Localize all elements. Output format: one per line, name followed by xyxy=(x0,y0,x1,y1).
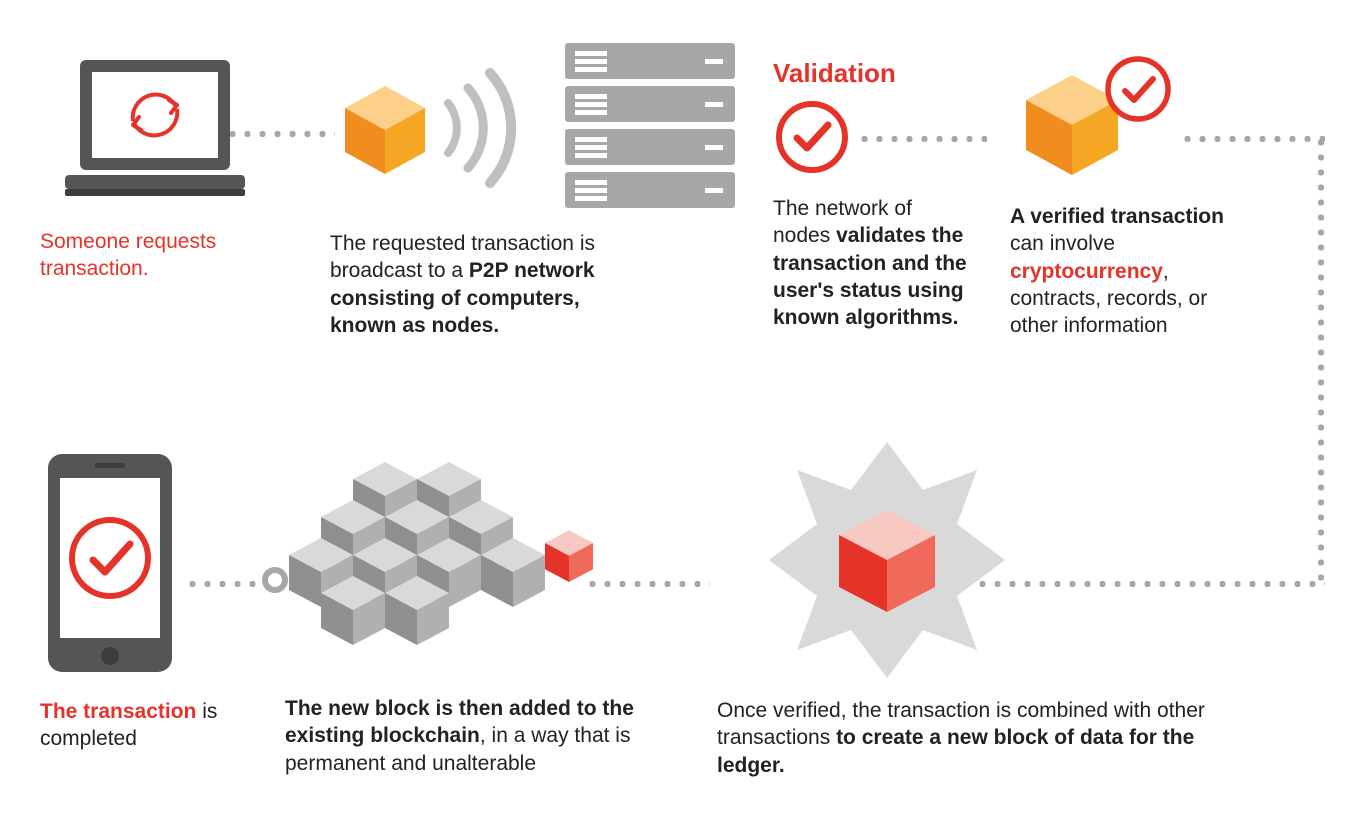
burst-cube-icon xyxy=(717,435,1257,685)
blockchain-icon xyxy=(285,445,705,680)
step-2-caption: The requested transaction is broadcast t… xyxy=(330,230,640,339)
laptop-icon xyxy=(40,55,270,210)
validation-heading: Validation xyxy=(773,58,983,89)
checkmark-icon xyxy=(773,97,983,177)
step-7-caption: The transaction is completed xyxy=(40,698,245,753)
step-4-b1: A verified transaction xyxy=(1010,205,1224,228)
step-1: Someone requests transaction. xyxy=(40,55,270,283)
step-4-caption: A verified transaction can involve crypt… xyxy=(1010,203,1230,339)
step-5: Once verified, the transaction is combin… xyxy=(717,435,1257,779)
step-1-caption: Someone requests transaction. xyxy=(40,228,270,283)
step-5-caption: Once verified, the transaction is combin… xyxy=(717,697,1247,779)
step-2: The requested transaction is broadcast t… xyxy=(330,38,750,339)
step-7: The transaction is completed xyxy=(40,450,245,753)
step-4-accent: cryptocurrency xyxy=(1010,260,1163,283)
step-7-bold: The transaction xyxy=(40,700,196,723)
step-4-m1: can involve xyxy=(1010,232,1115,255)
step-6: The new block is then added to the exist… xyxy=(285,445,705,777)
broadcast-icon xyxy=(330,38,750,218)
connector-endpoint xyxy=(261,566,289,599)
step-3: Validation The network of nodes validate… xyxy=(773,58,983,331)
step-3-caption: The network of nodes validates the trans… xyxy=(773,195,973,331)
step-4: A verified transaction can involve crypt… xyxy=(1010,55,1320,339)
step-6-caption: The new block is then added to the exist… xyxy=(285,695,695,777)
phone-icon xyxy=(40,450,245,680)
cube-verified-icon xyxy=(1010,55,1320,185)
